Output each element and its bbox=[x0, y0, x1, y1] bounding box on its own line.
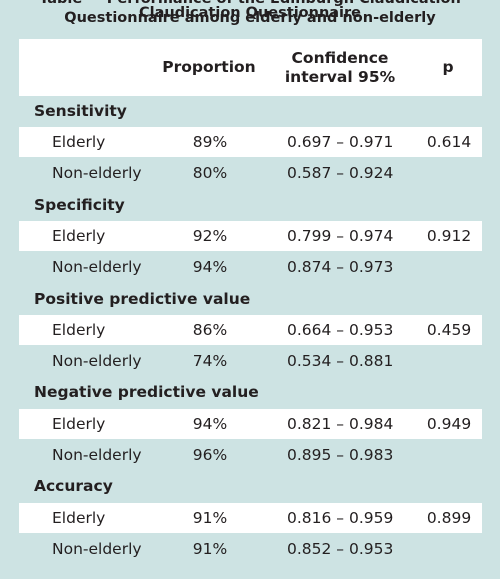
row-proportion: 96% bbox=[192, 446, 228, 464]
section-title: Sensitivity bbox=[34, 102, 127, 120]
row-p-value bbox=[417, 534, 481, 564]
row-confidence-interval: 0.534 – 0.881 bbox=[287, 352, 394, 370]
row-confidence-interval: 0.821 – 0.984 bbox=[287, 415, 394, 433]
row-confidence-interval: 0.664 – 0.953 bbox=[287, 321, 394, 339]
header-proportion: Proportion bbox=[162, 58, 256, 76]
table-row: Elderly 94% 0.821 – 0.984 0.949 bbox=[19, 409, 482, 439]
table-row: Elderly 92% 0.799 – 0.974 0.912 bbox=[19, 221, 482, 251]
table-row: Non-elderly 91% 0.852 – 0.953 bbox=[19, 534, 482, 564]
row-label: Elderly bbox=[52, 321, 106, 339]
row-proportion: 91% bbox=[192, 509, 228, 527]
section-title: Specificity bbox=[34, 196, 125, 214]
row-label: Non-elderly bbox=[52, 258, 142, 276]
row-label: Non-elderly bbox=[52, 352, 142, 370]
row-p-value: 0.912 bbox=[426, 227, 472, 245]
table-row: Elderly 86% 0.664 – 0.953 0.459 bbox=[19, 315, 482, 345]
row-label: Non-elderly bbox=[52, 540, 142, 558]
row-p-value: 0.899 bbox=[426, 509, 472, 527]
row-p-value bbox=[417, 440, 481, 470]
row-label: Elderly bbox=[52, 415, 106, 433]
row-proportion: 74% bbox=[192, 352, 228, 370]
row-p-value bbox=[417, 346, 481, 376]
table-row: Elderly 89% 0.697 – 0.971 0.614 bbox=[19, 127, 482, 157]
header-confidence-interval: Confidence interval 95% bbox=[284, 48, 396, 86]
section-title: Positive predictive value bbox=[34, 290, 251, 308]
table-row: Non-elderly 74% 0.534 – 0.881 bbox=[19, 346, 482, 376]
row-proportion: 86% bbox=[192, 321, 228, 339]
row-p-value bbox=[417, 158, 481, 188]
row-confidence-interval: 0.816 – 0.959 bbox=[287, 509, 394, 527]
row-proportion: 94% bbox=[192, 415, 228, 433]
row-confidence-interval: 0.874 – 0.973 bbox=[287, 258, 394, 276]
row-label: Elderly bbox=[52, 509, 106, 527]
row-confidence-interval: 0.799 – 0.974 bbox=[287, 227, 394, 245]
row-label: Non-elderly bbox=[52, 164, 142, 182]
row-p-value: 0.614 bbox=[426, 133, 472, 151]
section-title: Accuracy bbox=[34, 477, 113, 495]
section-title: Negative predictive value bbox=[34, 383, 259, 401]
row-proportion: 94% bbox=[192, 258, 228, 276]
row-p-value: 0.949 bbox=[426, 415, 472, 433]
row-p-value: 0.459 bbox=[426, 321, 472, 339]
table-row: Non-elderly 94% 0.874 – 0.973 bbox=[19, 252, 482, 282]
row-confidence-interval: 0.895 – 0.983 bbox=[287, 446, 394, 464]
header-p-value: p bbox=[442, 58, 454, 76]
row-confidence-interval: 0.697 – 0.971 bbox=[287, 133, 394, 151]
table-caption-line-2: Claudication Questionnaire bbox=[138, 5, 362, 21]
row-label: Elderly bbox=[52, 133, 106, 151]
table-header: Proportion Confidence interval 95% p bbox=[19, 39, 482, 96]
row-p-value bbox=[417, 252, 481, 282]
row-confidence-interval: 0.852 – 0.953 bbox=[287, 540, 394, 558]
table-row: Non-elderly 96% 0.895 – 0.983 bbox=[19, 440, 482, 470]
row-label: Non-elderly bbox=[52, 446, 142, 464]
row-proportion: 80% bbox=[192, 164, 228, 182]
row-proportion: 92% bbox=[192, 227, 228, 245]
table-row: Non-elderly 80% 0.587 – 0.924 bbox=[19, 158, 482, 188]
row-label: Elderly bbox=[52, 227, 106, 245]
row-proportion: 91% bbox=[192, 540, 228, 558]
row-confidence-interval: 0.587 – 0.924 bbox=[287, 164, 394, 182]
table-row: Elderly 91% 0.816 – 0.959 0.899 bbox=[19, 503, 482, 533]
row-proportion: 89% bbox=[192, 133, 228, 151]
table-caption-line-1: Table — Performance of the Edinburgh Cla… bbox=[39, 0, 461, 26]
